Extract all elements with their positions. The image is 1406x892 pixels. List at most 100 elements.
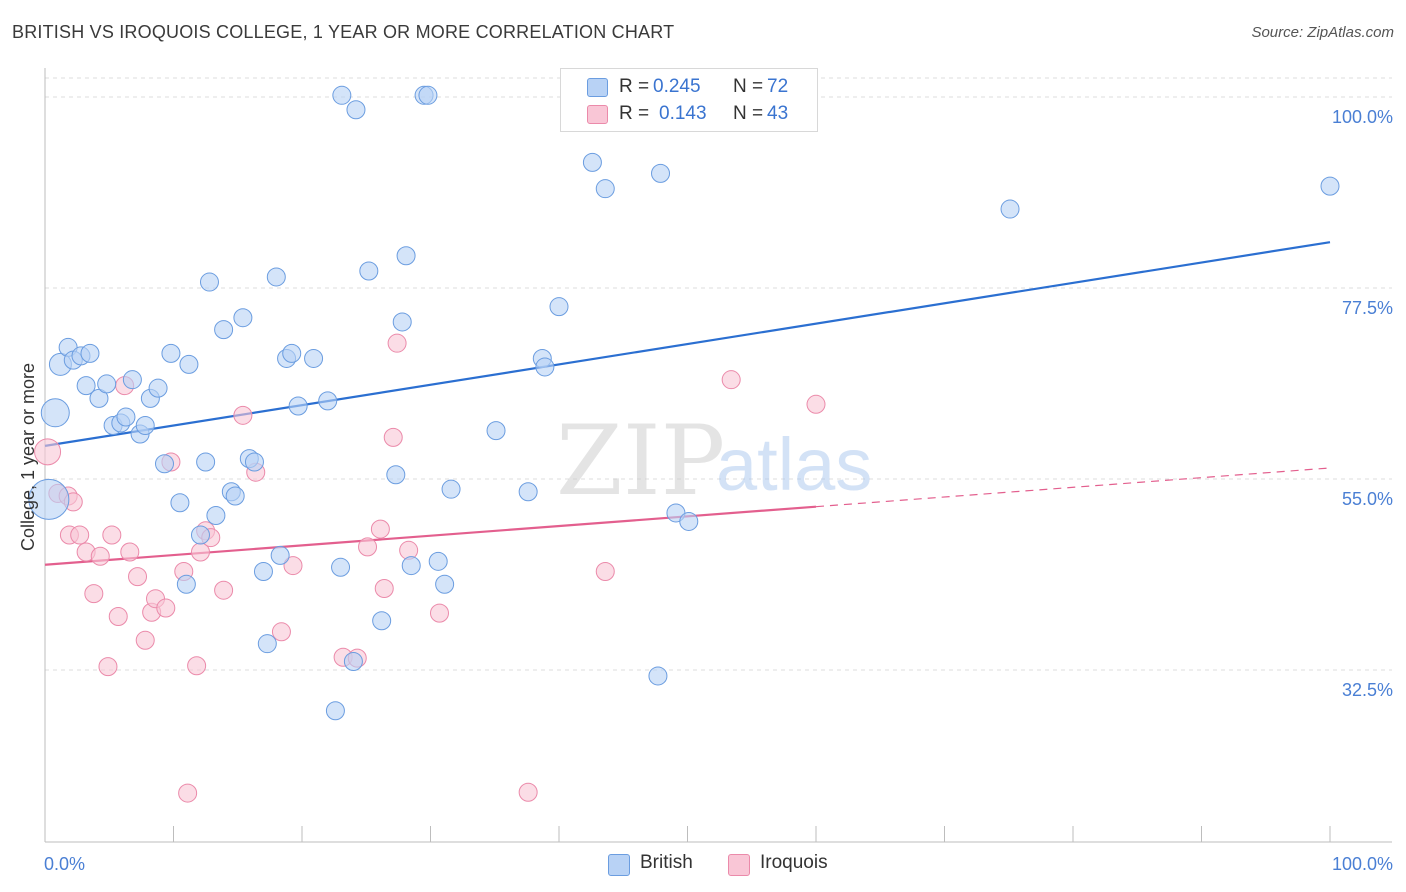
y-axis-label: College, 1 year or more (18, 363, 38, 551)
y-tick-label: 77.5% (1342, 298, 1393, 318)
iroquois-point (135, 630, 155, 650)
watermark: ZIP atlas (556, 405, 872, 517)
iroquois-point (90, 546, 110, 566)
x-tick-label: 100.0% (1332, 854, 1393, 874)
iroquois-r-label: R = (619, 103, 650, 124)
bottom-british-swatch (608, 854, 630, 876)
iroquois-point (721, 370, 741, 390)
british-point (331, 557, 351, 577)
british-point (359, 261, 379, 281)
iroquois-point (98, 657, 118, 677)
iroquois-point (387, 333, 407, 353)
watermark-atlas: atlas (716, 423, 872, 506)
y-tick-label: 55.0% (1342, 489, 1393, 509)
british-swatch (587, 78, 608, 97)
british-point (233, 308, 253, 328)
british-point (518, 482, 538, 502)
british-point (253, 562, 273, 582)
x-tick-label: 0.0% (44, 854, 85, 874)
british-point (122, 370, 142, 390)
british-point (155, 454, 175, 474)
iroquois-point (187, 656, 207, 676)
iroquois-n-value: 43 (767, 103, 789, 124)
british-point (196, 452, 216, 472)
british-point (386, 465, 406, 485)
british-point (148, 378, 168, 398)
iroquois-point (156, 598, 176, 618)
iroquois-point (429, 603, 449, 623)
watermark-zip: ZIP (556, 405, 725, 517)
british-point (40, 398, 70, 428)
legend: R = 0.245 N = 72 R = 0.143 N = 43 (560, 68, 818, 132)
british-point (244, 452, 264, 472)
british-point (648, 666, 668, 686)
iroquois-point (34, 438, 62, 466)
british-point (288, 396, 308, 416)
iroquois-point (108, 607, 128, 627)
british-point (486, 421, 506, 441)
british-point (325, 701, 345, 721)
british-point (679, 511, 699, 531)
iroquois-point (595, 562, 615, 582)
british-point (116, 407, 136, 427)
iroquois-point (178, 783, 198, 803)
british-point (80, 343, 100, 363)
iroquois-trend-extension (815, 467, 1331, 508)
labels-layer: 32.5% 55.0% 77.5% 100.0% 0.0% 100.0% College, … (18, 107, 1393, 874)
british-point (282, 343, 302, 363)
british-point (266, 267, 286, 287)
bottom-iroquois-swatch (728, 854, 750, 876)
british-point (1320, 176, 1340, 196)
british-point (535, 357, 555, 377)
british-point (225, 486, 245, 506)
iroquois-r-value: 0.143 (659, 103, 707, 124)
iroquois-point (128, 567, 148, 587)
british-point (1000, 199, 1020, 219)
british-point (214, 320, 234, 340)
iroquois-point (84, 584, 104, 604)
british-point (396, 246, 416, 266)
british-point (418, 85, 438, 105)
iroquois-point (233, 405, 253, 425)
british-point (304, 348, 324, 368)
british-point (190, 525, 210, 545)
british-point (332, 85, 352, 105)
iroquois-swatch (587, 105, 608, 124)
british-point (549, 297, 569, 317)
british-point (135, 416, 155, 436)
british-r-value: 0.245 (653, 76, 701, 97)
british-point (595, 179, 615, 199)
british-point (428, 551, 448, 571)
iroquois-point (283, 556, 303, 576)
british-n-value: 72 (767, 76, 789, 97)
source-label: Source: ZipAtlas.com (1251, 24, 1394, 41)
british-point (170, 493, 190, 513)
points-layer (28, 85, 1340, 803)
british-point (346, 100, 366, 120)
british-point (28, 478, 70, 520)
british-point (76, 376, 96, 396)
british-point (161, 343, 181, 363)
british-point (176, 574, 196, 594)
british-point (582, 152, 602, 172)
british-point (257, 634, 277, 654)
iroquois-point (518, 782, 538, 802)
iroquois-point (358, 537, 378, 557)
iroquois-point (120, 542, 140, 562)
british-point (318, 391, 338, 411)
y-tick-label: 100.0% (1332, 107, 1393, 127)
british-point (199, 272, 219, 292)
british-n-label: N = (733, 76, 764, 97)
iroquois-point (370, 519, 390, 539)
british-point (651, 163, 671, 183)
bottom-british-label: British (640, 852, 693, 873)
british-point (179, 354, 199, 374)
iroquois-point (102, 525, 122, 545)
british-point (441, 479, 461, 499)
iroquois-point (806, 394, 826, 414)
bottom-iroquois-label: Iroquois (760, 852, 828, 873)
y-tick-label: 32.5% (1342, 680, 1393, 700)
chart-title: BRITISH VS IROQUOIS COLLEGE, 1 YEAR OR M… (12, 22, 675, 42)
british-point (206, 506, 226, 526)
